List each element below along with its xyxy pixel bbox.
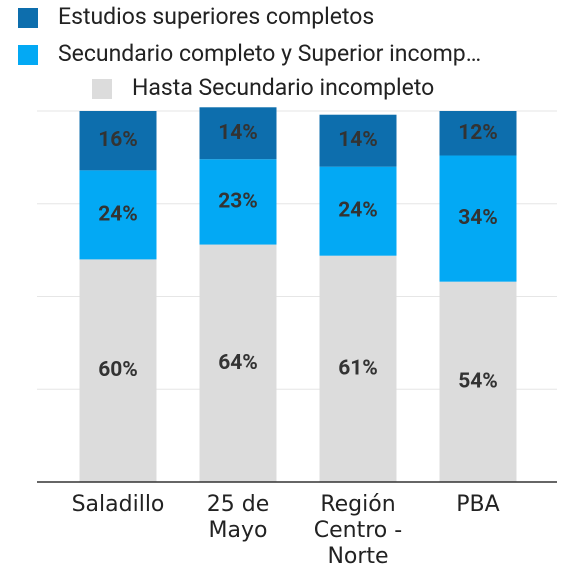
- data-label: 16%: [98, 128, 138, 152]
- data-label: 14%: [218, 121, 258, 145]
- bar-segment: [79, 170, 157, 260]
- data-label: 12%: [458, 121, 498, 145]
- data-label: 23%: [218, 189, 258, 213]
- bar-segment: [439, 111, 517, 156]
- legend-swatch: [92, 79, 112, 99]
- x-tick-label: Región Centro - Norte: [313, 492, 403, 569]
- data-label: 60%: [98, 358, 138, 382]
- bar-segment: [319, 166, 397, 256]
- legend-label: Estudios superiores completos: [58, 3, 374, 30]
- bar-segment: [439, 155, 517, 282]
- bar-segment: [319, 114, 397, 167]
- bar-segment: [439, 281, 517, 482]
- x-tick-label: 25 de Mayo: [206, 492, 270, 543]
- bar-segment: [79, 111, 157, 171]
- legend-swatch: [18, 45, 38, 65]
- x-tick-label: PBA: [456, 492, 500, 517]
- bar-segment: [319, 255, 397, 482]
- bar-segment: [199, 244, 277, 482]
- bar-segment: [79, 259, 157, 482]
- legend-label: Secundario completo y Superior incomp…: [58, 40, 481, 67]
- bar-segment: [199, 159, 277, 245]
- x-tick-label: Saladillo: [71, 492, 165, 517]
- data-label: 24%: [338, 199, 378, 223]
- data-label: 24%: [98, 202, 138, 226]
- legend-label: Hasta Secundario incompleto: [132, 74, 434, 101]
- data-label: 64%: [218, 351, 258, 375]
- data-label: 54%: [458, 369, 498, 393]
- data-label: 34%: [458, 206, 498, 230]
- bar-segment: [199, 107, 277, 160]
- data-label: 14%: [338, 128, 378, 152]
- legend-swatch: [18, 8, 38, 28]
- data-label: 61%: [338, 356, 378, 380]
